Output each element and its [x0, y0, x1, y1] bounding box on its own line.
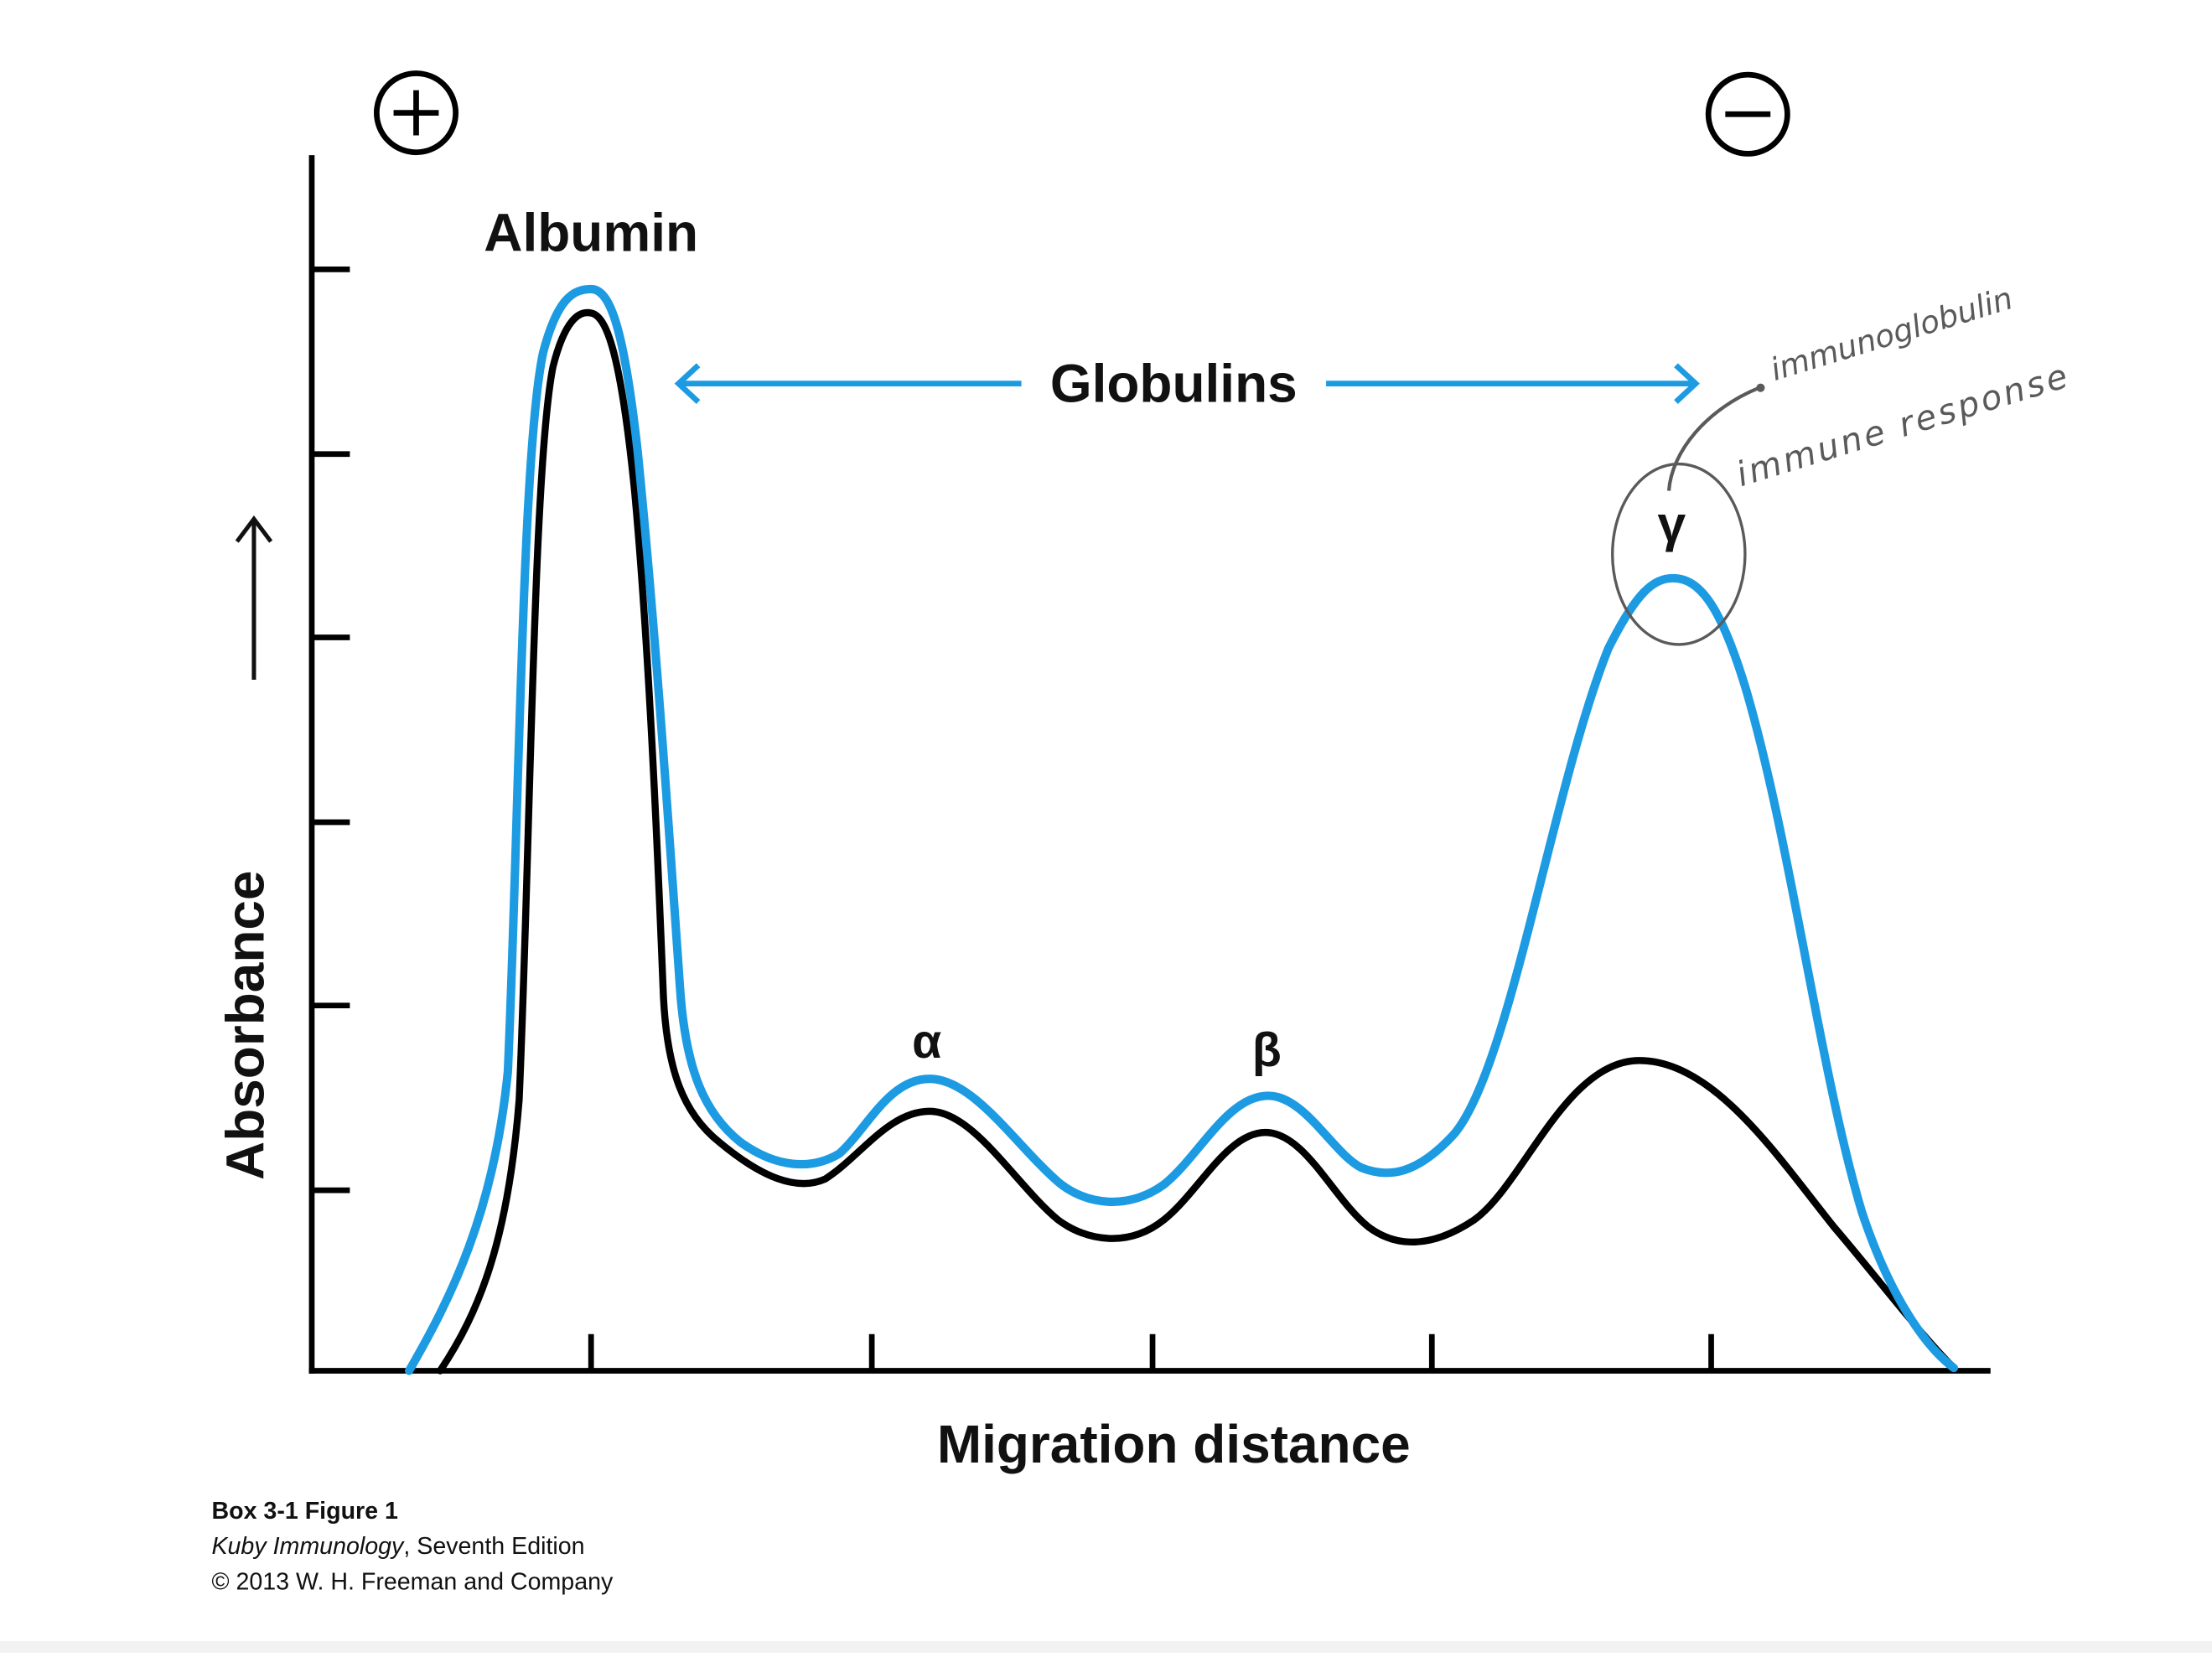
- gamma-peak-label: γ: [1658, 495, 1686, 552]
- caption-source: Kuby Immunology, Seventh Edition: [211, 1533, 584, 1560]
- y-axis-arrow-icon: [235, 515, 273, 681]
- y-axis: [308, 155, 350, 1374]
- x-axis: [308, 1333, 1991, 1374]
- globulins-label: Globulins: [1050, 354, 1298, 414]
- alpha-peak-label: α: [912, 1015, 941, 1069]
- series-immunized-serum-line: [405, 284, 1959, 1375]
- globulins-range-arrow: [674, 363, 1700, 405]
- negative-electrode-icon: [1705, 71, 1790, 157]
- handwritten-annotation: immunoglobulin immune response: [1611, 280, 2075, 646]
- albumin-label: Albumin: [484, 203, 698, 263]
- beta-peak-label: β: [1252, 1023, 1282, 1077]
- gamma-circle-mark: [1611, 462, 1747, 646]
- annotation-arrow-icon: [1666, 386, 1760, 491]
- caption-figure-number: Box 3-1 Figure 1: [211, 1498, 398, 1525]
- note-immunoglobulin: immunoglobulin: [1766, 280, 2017, 388]
- positive-electrode-icon: [374, 70, 458, 156]
- bottom-border: [0, 1641, 2212, 1653]
- y-axis-label: Absorbance: [215, 871, 276, 1180]
- x-axis-label: Migration distance: [937, 1414, 1411, 1474]
- y-axis-label-group: Absorbance: [215, 871, 276, 1180]
- caption-book-title: Kuby Immunology: [211, 1533, 405, 1560]
- caption-edition: , Seventh Edition: [403, 1533, 584, 1560]
- series-normal-serum-line: [436, 308, 1958, 1375]
- caption-copyright: © 2013 W. H. Freeman and Company: [211, 1568, 614, 1595]
